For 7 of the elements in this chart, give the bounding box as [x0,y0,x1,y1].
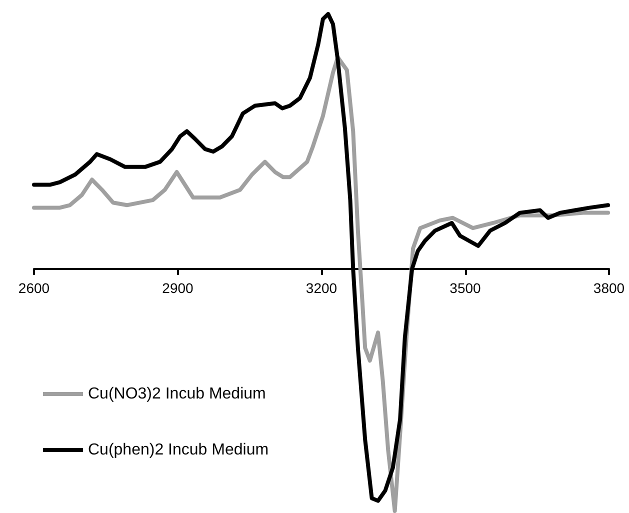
x-tick-label: 2600 [18,280,50,296]
x-tick-label: 2900 [162,280,194,296]
legend-label: Cu(NO3)2 Incub Medium [88,386,266,402]
x-tick-label: 3800 [593,280,625,296]
x-tick-label: 3200 [306,280,338,296]
legend-label: Cu(phen)2 Incub Medium [88,442,269,458]
x-tick-label: 3500 [450,280,482,296]
